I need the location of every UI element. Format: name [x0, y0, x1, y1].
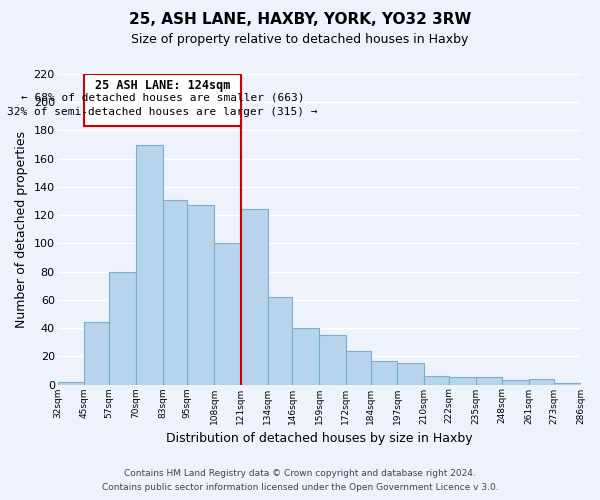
Bar	[319, 335, 346, 384]
X-axis label: Distribution of detached houses by size in Haxby: Distribution of detached houses by size …	[166, 432, 472, 445]
Text: Contains public sector information licensed under the Open Government Licence v : Contains public sector information licen…	[101, 484, 499, 492]
Bar	[136, 144, 163, 384]
Bar	[371, 360, 397, 384]
Bar	[502, 380, 529, 384]
Text: ← 68% of detached houses are smaller (663): ← 68% of detached houses are smaller (66…	[21, 93, 304, 103]
Bar	[449, 378, 476, 384]
Bar	[529, 379, 554, 384]
Bar	[346, 350, 371, 384]
Bar	[397, 364, 424, 384]
Bar	[424, 376, 449, 384]
FancyBboxPatch shape	[85, 74, 241, 126]
Text: Contains HM Land Registry data © Crown copyright and database right 2024.: Contains HM Land Registry data © Crown c…	[124, 468, 476, 477]
Bar	[187, 206, 214, 384]
Bar	[85, 322, 109, 384]
Bar	[292, 328, 319, 384]
Text: Size of property relative to detached houses in Haxby: Size of property relative to detached ho…	[131, 32, 469, 46]
Bar	[241, 210, 268, 384]
Bar	[214, 244, 241, 384]
Bar	[163, 200, 187, 384]
Bar	[109, 272, 136, 384]
Bar	[476, 378, 502, 384]
Bar	[554, 383, 581, 384]
Bar	[268, 297, 292, 384]
Bar	[58, 382, 85, 384]
Y-axis label: Number of detached properties: Number of detached properties	[15, 131, 28, 328]
Text: 25, ASH LANE, HAXBY, YORK, YO32 3RW: 25, ASH LANE, HAXBY, YORK, YO32 3RW	[129, 12, 471, 28]
Text: 25 ASH LANE: 124sqm: 25 ASH LANE: 124sqm	[95, 79, 230, 92]
Text: 32% of semi-detached houses are larger (315) →: 32% of semi-detached houses are larger (…	[7, 107, 318, 117]
